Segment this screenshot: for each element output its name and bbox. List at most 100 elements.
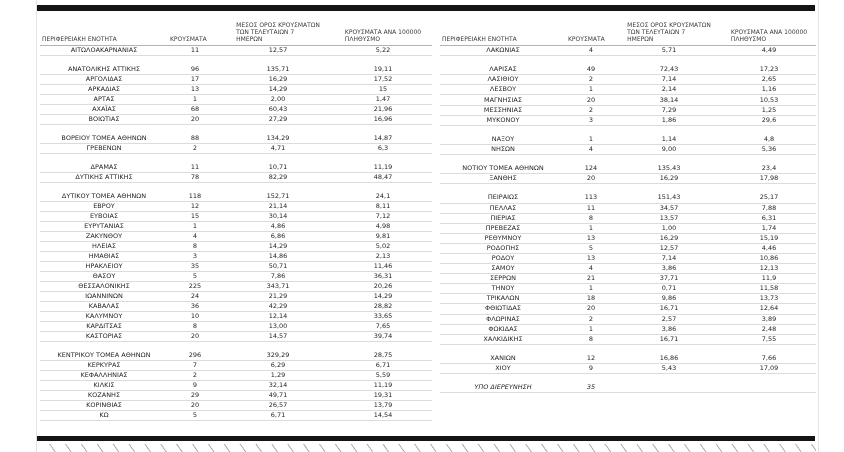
per100k-cell: 7,65 <box>334 321 432 332</box>
region-cell: ΦΩΚΙΔΑΣ <box>440 324 566 335</box>
avg7-cell: 32,14 <box>222 380 334 391</box>
table-row: ΚΑΡΔΙΤΣΑΣ 8 13,00 7,65 <box>40 321 432 332</box>
table-row: ΑΡΓΟΛΙΔΑΣ 17 16,29 17,52 <box>40 74 432 85</box>
per100k-cell: 3,89 <box>722 314 816 325</box>
spacer-row <box>40 183 432 193</box>
table-row: ΓΡΕΒΕΝΩΝ 2 4,71 6,3 <box>40 143 432 154</box>
table-row: ΒΟΡΕΙΟΥ ΤΟΜΕΑ ΑΘΗΝΩΝ 88 134,29 14,87 <box>40 134 432 144</box>
right-table-body: ΛΑΚΩΝΙΑΣ 4 5,71 4,49 ΛΑΡΙΣΑΣ 49 72,43 17,23 ΛΑΣΙ… <box>440 45 816 422</box>
per100k-cell: 9,81 <box>334 231 432 242</box>
spacer-cell <box>440 411 816 421</box>
spacer-row <box>40 342 432 352</box>
cases-column-header: ΚΡΟΥΣΜΑΤΑ <box>566 22 616 46</box>
table-row: ΣΕΡΡΩΝ 21 37,71 11,9 <box>440 273 816 285</box>
avg7-cell: 21,29 <box>222 291 334 302</box>
avg7-header-line3: ΗΜΕΡΩΝ <box>627 36 654 43</box>
cases-cell: 10 <box>168 311 222 322</box>
table-row: ΧΙΟΥ 9 5,43 17,09 <box>440 363 816 375</box>
avg7-cell: 12,57 <box>222 45 334 56</box>
cases-cell: 2 <box>566 74 616 86</box>
cases-cell: 124 <box>566 164 616 175</box>
per100k-cell: 17,09 <box>722 363 816 375</box>
region-cell: ΔΡΑΜΑΣ <box>40 163 168 173</box>
per100k-cell: 11,9 <box>722 273 816 285</box>
cases-cell: 1 <box>566 283 616 295</box>
spacer-cell <box>440 184 816 194</box>
cases-cell: 36 <box>168 301 222 312</box>
avg7-column-header: ΜΕΣΟΣ ΟΡΟΣ ΚΡΟΥΣΜΑΤΩΝ ΤΩΝ ΤΕΛΕΥΤΑΙΩΝ 7 Η… <box>222 22 334 46</box>
per100k-cell: 16,96 <box>334 114 432 125</box>
regional-units-tables: ΠΕΡΙΦΕΡΕΙΑΚΗ ΕΝΟΤΗΤΑ ΚΡΟΥΣΜΑΤΑ ΜΕΣΟΣ ΟΡΟ… <box>40 22 816 421</box>
region-cell: ΗΜΑΘΙΑΣ <box>40 251 168 262</box>
region-cell: ΥΠΟ ΔΙΕΡΕΥΝΗΣΗ <box>440 383 566 394</box>
region-cell: ΕΥΡΥΤΑΝΙΑΣ <box>40 221 168 232</box>
cases-cell: 20 <box>566 173 616 185</box>
spacer-row <box>440 374 816 384</box>
per100k-cell <box>722 383 816 394</box>
page-edge-right <box>818 0 819 452</box>
avg7-cell: 7,14 <box>616 253 722 265</box>
avg7-cell: 12,14 <box>222 311 334 322</box>
table-row: ΚΟΖΑΝΗΣ 29 49,71 19,31 <box>40 390 432 401</box>
table-row: ΡΟΔΟΥ 13 7,14 10,86 <box>440 253 816 265</box>
per100k-cell: 11,58 <box>722 283 816 295</box>
spacer-cell <box>40 183 432 193</box>
region-cell: ΑΡΚΑΔΙΑΣ <box>40 84 168 95</box>
per100k-cell: 6,3 <box>334 143 432 154</box>
region-cell: ΦΛΩΡΙΝΑΣ <box>440 314 566 325</box>
table-row: ΚΕΦΑΛΛΗΝΙΑΣ 2 1,29 5,59 <box>40 370 432 381</box>
cases-cell: 3 <box>566 115 616 126</box>
top-black-bar <box>37 5 815 11</box>
table-row: ΠΕΛΛΑΣ 11 34,57 7,88 <box>440 203 816 214</box>
region-cell: ΕΥΒΟΙΑΣ <box>40 211 168 222</box>
avg7-cell: 1,00 <box>616 223 722 234</box>
cases-cell: 12 <box>168 201 222 212</box>
cases-cell: 4 <box>566 144 616 156</box>
region-cell: ΣΕΡΡΩΝ <box>440 273 566 285</box>
avg7-header-line3: ΗΜΕΡΩΝ <box>236 36 263 43</box>
table-row: ΖΑΚΥΝΘΟΥ 4 6,86 9,81 <box>40 231 432 242</box>
table-row: ΚΟΡΙΝΘΙΑΣ 20 26,57 13,79 <box>40 400 432 411</box>
per100k-cell: 28,82 <box>334 301 432 312</box>
spacer-row <box>40 125 432 135</box>
table-row: ΔΥΤΙΚΟΥ ΤΟΜΕΑ ΑΘΗΝΩΝ 118 152,71 24,1 <box>40 192 432 202</box>
per100k-cell: 20,26 <box>334 281 432 292</box>
avg7-cell: 6,71 <box>222 410 334 421</box>
spacer-cell <box>440 56 816 66</box>
region-cell: ΚΕΡΚΥΡΑΣ <box>40 360 168 371</box>
per100k-cell: 7,66 <box>722 353 816 364</box>
spacer-cell <box>40 125 432 135</box>
region-cell: ΑΡΓΟΛΙΔΑΣ <box>40 74 168 85</box>
avg7-cell: 16,29 <box>616 233 722 244</box>
table-row: ΑΡΚΑΔΙΑΣ 13 14,29 15 <box>40 84 432 95</box>
avg7-cell: 6,29 <box>222 360 334 371</box>
table-row: ΚΕΝΤΡΙΚΟΥ ΤΟΜΕΑ ΑΘΗΝΩΝ 296 329,29 28,75 <box>40 351 432 361</box>
region-cell: ΗΛΕΙΑΣ <box>40 241 168 252</box>
spacer-row <box>440 125 816 135</box>
cases-cell: 11 <box>168 45 222 56</box>
avg7-cell: 13,00 <box>222 321 334 332</box>
avg7-cell: 1,29 <box>222 370 334 381</box>
region-cell: ΚΙΛΚΙΣ <box>40 380 168 391</box>
avg7-cell: 2,00 <box>222 94 334 105</box>
table-row: ΠΙΕΡΙΑΣ 8 13,57 6,31 <box>440 213 816 224</box>
cases-cell: 2 <box>566 105 616 116</box>
region-cell: ΛΕΣΒΟΥ <box>440 84 566 96</box>
table-row: ΛΑΚΩΝΙΑΣ 4 5,71 4,49 <box>440 45 816 57</box>
table-row: ΘΕΣΣΑΛΟΝΙΚΗΣ 225 343,71 20,26 <box>40 281 432 292</box>
region-cell: ΚΕΝΤΡΙΚΟΥ ΤΟΜΕΑ ΑΘΗΝΩΝ <box>40 351 168 361</box>
cases-cell: 13 <box>566 253 616 265</box>
region-cell: ΠΙΕΡΙΑΣ <box>440 213 566 224</box>
per100k-cell: 12,64 <box>722 303 816 315</box>
per100k-cell: 11,19 <box>334 163 432 173</box>
per100k-cell: 19,11 <box>334 65 432 75</box>
cases-cell: 5 <box>168 410 222 421</box>
cases-cell: 96 <box>168 65 222 75</box>
spacer-cell <box>440 393 816 403</box>
per100k-cell: 1,74 <box>722 223 816 234</box>
table-row: ΚΕΡΚΥΡΑΣ 7 6,29 6,71 <box>40 360 432 371</box>
region-cell: ΔΥΤΙΚΟΥ ΤΟΜΕΑ ΑΘΗΝΩΝ <box>40 192 168 202</box>
region-cell: ΗΡΑΚΛΕΙΟΥ <box>40 261 168 272</box>
table-row: ΑΧΑΪΑΣ 68 60,43 21,96 <box>40 104 432 115</box>
